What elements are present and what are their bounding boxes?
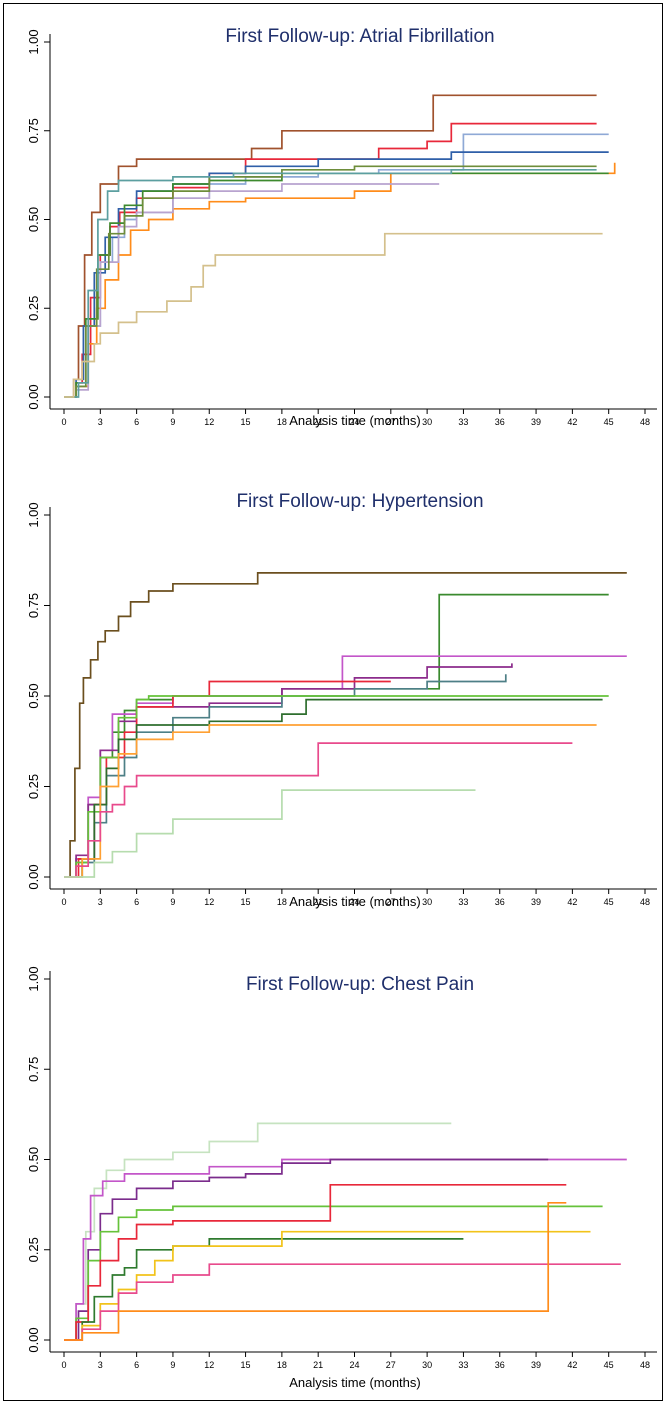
y-tick-label: 1.00: [26, 29, 41, 54]
y-tick-label: 0.75: [26, 1057, 41, 1082]
series-line-6: [64, 183, 440, 398]
x-tick-label: 36: [495, 1360, 505, 1370]
series-line-9: [64, 168, 597, 398]
x-tick-label: 36: [495, 897, 505, 907]
series-line-11: [64, 789, 476, 878]
chart-title: First Follow-up: Chest Pain: [246, 974, 474, 995]
x-tick-label: 27: [386, 417, 396, 427]
series-line-2: [64, 1158, 627, 1341]
x-tick-label: 36: [495, 417, 505, 427]
x-tick-label: 33: [458, 897, 468, 907]
series-line-7: [64, 172, 609, 398]
x-tick-label: 6: [134, 1360, 139, 1370]
chart-title: First Follow-up: Hypertension: [236, 491, 483, 512]
y-tick-label: 0.00: [26, 384, 41, 409]
series-line-10: [64, 232, 603, 398]
chart-title: First Follow-up: Atrial Fibrillation: [225, 26, 494, 47]
y-tick-label: 0.25: [26, 296, 41, 321]
x-tick-label: 3: [98, 1360, 103, 1370]
x-tick-label: 12: [204, 897, 214, 907]
y-tick-label: 1.00: [26, 966, 41, 991]
x-tick-label: 24: [349, 417, 359, 427]
series-line-2: [64, 593, 609, 878]
x-tick-label: 21: [313, 1360, 323, 1370]
x-tick-label: 27: [386, 1360, 396, 1370]
x-tick-label: 45: [604, 417, 614, 427]
x-tick-label: 15: [241, 417, 251, 427]
x-tick-label: 12: [204, 417, 214, 427]
x-tick-label: 30: [422, 897, 432, 907]
x-tick-label: 24: [349, 1360, 359, 1370]
x-tick-label: 0: [61, 1360, 66, 1370]
x-tick-label: 27: [386, 897, 396, 907]
series-line-5: [64, 162, 616, 398]
x-tick-label: 42: [567, 1360, 577, 1370]
x-tick-label: 18: [277, 897, 287, 907]
x-tick-label: 21: [313, 417, 323, 427]
x-tick-label: 15: [241, 1360, 251, 1370]
y-tick-label: 1.00: [26, 502, 41, 527]
x-tick-label: 9: [170, 897, 175, 907]
series-line-5: [64, 680, 391, 878]
series-line-9: [64, 724, 597, 878]
series-line-1: [64, 94, 597, 398]
series-line-7: [64, 1230, 591, 1341]
series-line-2: [64, 122, 597, 398]
x-tick-label: 39: [531, 417, 541, 427]
x-tick-label: 6: [134, 417, 139, 427]
series-line-10: [64, 742, 573, 878]
series-line-4: [64, 151, 609, 398]
x-axis-label: Analysis time (months): [289, 413, 420, 428]
x-tick-label: 21: [313, 897, 323, 907]
x-tick-label: 24: [349, 897, 359, 907]
series-line-8: [64, 698, 603, 878]
series-line-9: [64, 1201, 567, 1341]
y-tick-label: 0.25: [26, 774, 41, 799]
x-tick-label: 15: [241, 897, 251, 907]
x-tick-label: 0: [61, 897, 66, 907]
x-tick-label: 3: [98, 417, 103, 427]
y-tick-label: 0.50: [26, 1147, 41, 1172]
x-tick-label: 9: [170, 1360, 175, 1370]
y-tick-label: 0.00: [26, 1327, 41, 1352]
y-tick-label: 0.50: [26, 683, 41, 708]
x-tick-label: 12: [204, 1360, 214, 1370]
x-tick-label: 39: [531, 1360, 541, 1370]
series-line-4: [64, 1205, 603, 1341]
y-tick-label: 0.25: [26, 1237, 41, 1262]
x-tick-label: 45: [604, 1360, 614, 1370]
x-axis-label: Analysis time (months): [289, 894, 420, 909]
figure-frame: [3, 3, 663, 1401]
y-tick-label: 0.50: [26, 207, 41, 232]
x-tick-label: 42: [567, 417, 577, 427]
x-tick-label: 45: [604, 897, 614, 907]
y-tick-label: 0.75: [26, 593, 41, 618]
x-axis-label: Analysis time (months): [289, 1375, 420, 1390]
x-tick-label: 39: [531, 897, 541, 907]
x-tick-label: 0: [61, 417, 66, 427]
x-tick-label: 9: [170, 417, 175, 427]
x-tick-label: 3: [98, 897, 103, 907]
x-tick-label: 33: [458, 1360, 468, 1370]
x-tick-label: 33: [458, 417, 468, 427]
x-tick-label: 18: [277, 417, 287, 427]
x-tick-label: 6: [134, 897, 139, 907]
series-line-8: [64, 165, 597, 398]
x-tick-label: 30: [422, 417, 432, 427]
x-tick-label: 48: [640, 1360, 650, 1370]
y-tick-label: 0.75: [26, 118, 41, 143]
series-line-5: [64, 1183, 567, 1341]
x-tick-label: 48: [640, 417, 650, 427]
series-line-7: [64, 695, 609, 878]
series-line-8: [64, 1263, 621, 1341]
series-line-1: [64, 572, 627, 878]
y-tick-label: 0.00: [26, 864, 41, 889]
x-tick-label: 42: [567, 897, 577, 907]
x-tick-label: 30: [422, 1360, 432, 1370]
x-tick-label: 18: [277, 1360, 287, 1370]
x-tick-label: 48: [640, 897, 650, 907]
